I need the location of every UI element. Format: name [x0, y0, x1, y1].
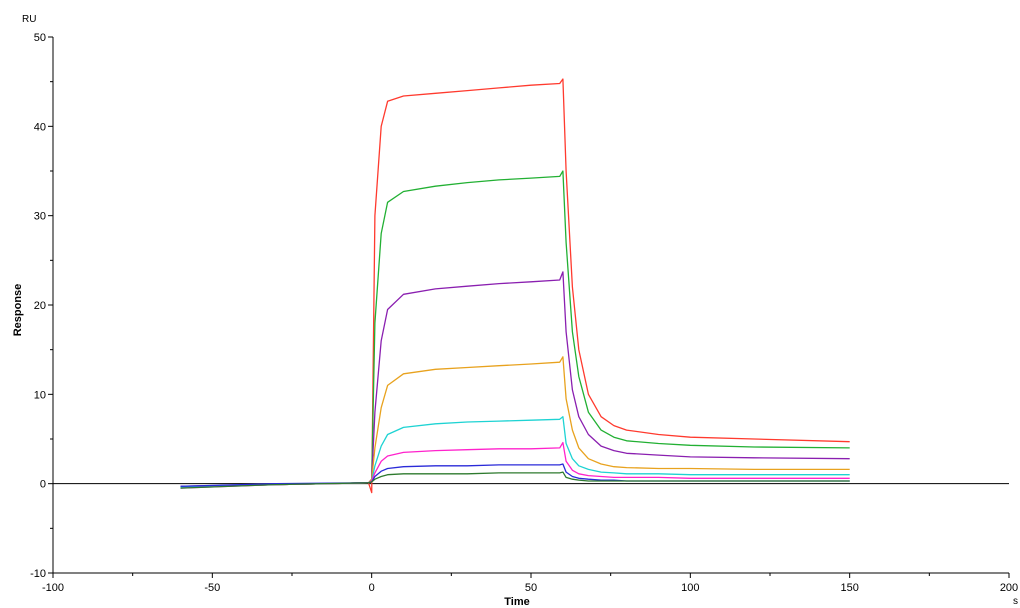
x-unit-label: s: [1013, 596, 1018, 607]
x-tick-label: 200: [1000, 582, 1018, 594]
y-tick-label: 50: [34, 32, 46, 44]
x-tick-label: 100: [681, 582, 699, 594]
y-tick-label: 0: [40, 479, 46, 491]
x-tick-label: -100: [42, 582, 64, 594]
x-tick-label: -50: [204, 582, 220, 594]
y-tick-label: 30: [34, 211, 46, 223]
y-tick-label: -10: [30, 568, 46, 580]
series-line-2: [180, 170, 850, 488]
x-tick-label: 0: [369, 582, 375, 594]
y-tick-label: 10: [34, 389, 46, 401]
series-line-5: [180, 416, 850, 488]
series-line-4: [180, 356, 850, 488]
series-line-3: [180, 271, 850, 487]
y-unit-label: RU: [22, 14, 36, 25]
series-line-1: [180, 78, 850, 494]
series-line-6: [180, 441, 850, 489]
x-axis-title: Time: [504, 596, 529, 608]
series-line-8: [180, 471, 850, 489]
y-tick-label: 20: [34, 300, 46, 312]
y-axis-title: Response: [12, 284, 24, 337]
y-tick-label: 40: [34, 121, 46, 133]
series-layer: [180, 78, 850, 494]
x-tick-label: 50: [525, 582, 537, 594]
axes: [48, 36, 1010, 578]
x-tick-label: 150: [840, 582, 858, 594]
